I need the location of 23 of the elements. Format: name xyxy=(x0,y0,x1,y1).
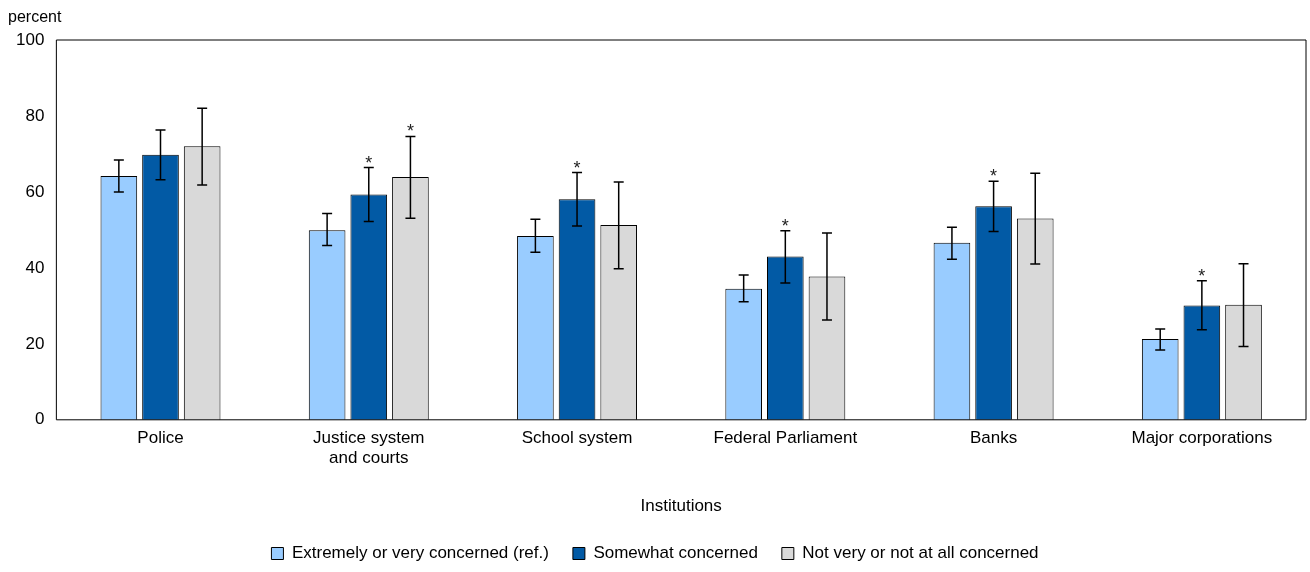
y-tick-label: 20 xyxy=(25,333,45,353)
y-tick-label: 0 xyxy=(34,409,45,429)
x-tick-label: School system xyxy=(521,427,633,447)
annotation: * xyxy=(1198,265,1206,286)
y-tick-label: 40 xyxy=(25,257,45,277)
y-axis-title: percent xyxy=(8,8,62,26)
y-tick-label: 80 xyxy=(25,105,45,125)
x-tick-label: Banks xyxy=(969,427,1018,447)
x-tick-label: Justice system and courts xyxy=(313,427,425,468)
legend-label: Not very or not at all concerned xyxy=(802,543,1039,563)
x-axis-title: Institutions xyxy=(640,496,722,516)
x-tick-label: Major corporations xyxy=(1131,427,1273,447)
annotation: * xyxy=(406,121,414,142)
x-tick-label: Federal Parliament xyxy=(713,427,858,447)
legend-label: Extremely or very concerned (ref.) xyxy=(291,543,549,563)
x-tick-label: Police xyxy=(137,427,184,447)
legend-label: Somewhat concerned xyxy=(593,543,758,563)
annotation: * xyxy=(573,157,581,178)
y-tick-label: 100 xyxy=(15,29,45,49)
annotation: * xyxy=(781,215,789,236)
y-tick-label: 60 xyxy=(25,181,45,201)
annotation: * xyxy=(365,152,373,173)
annotation: * xyxy=(990,166,998,187)
